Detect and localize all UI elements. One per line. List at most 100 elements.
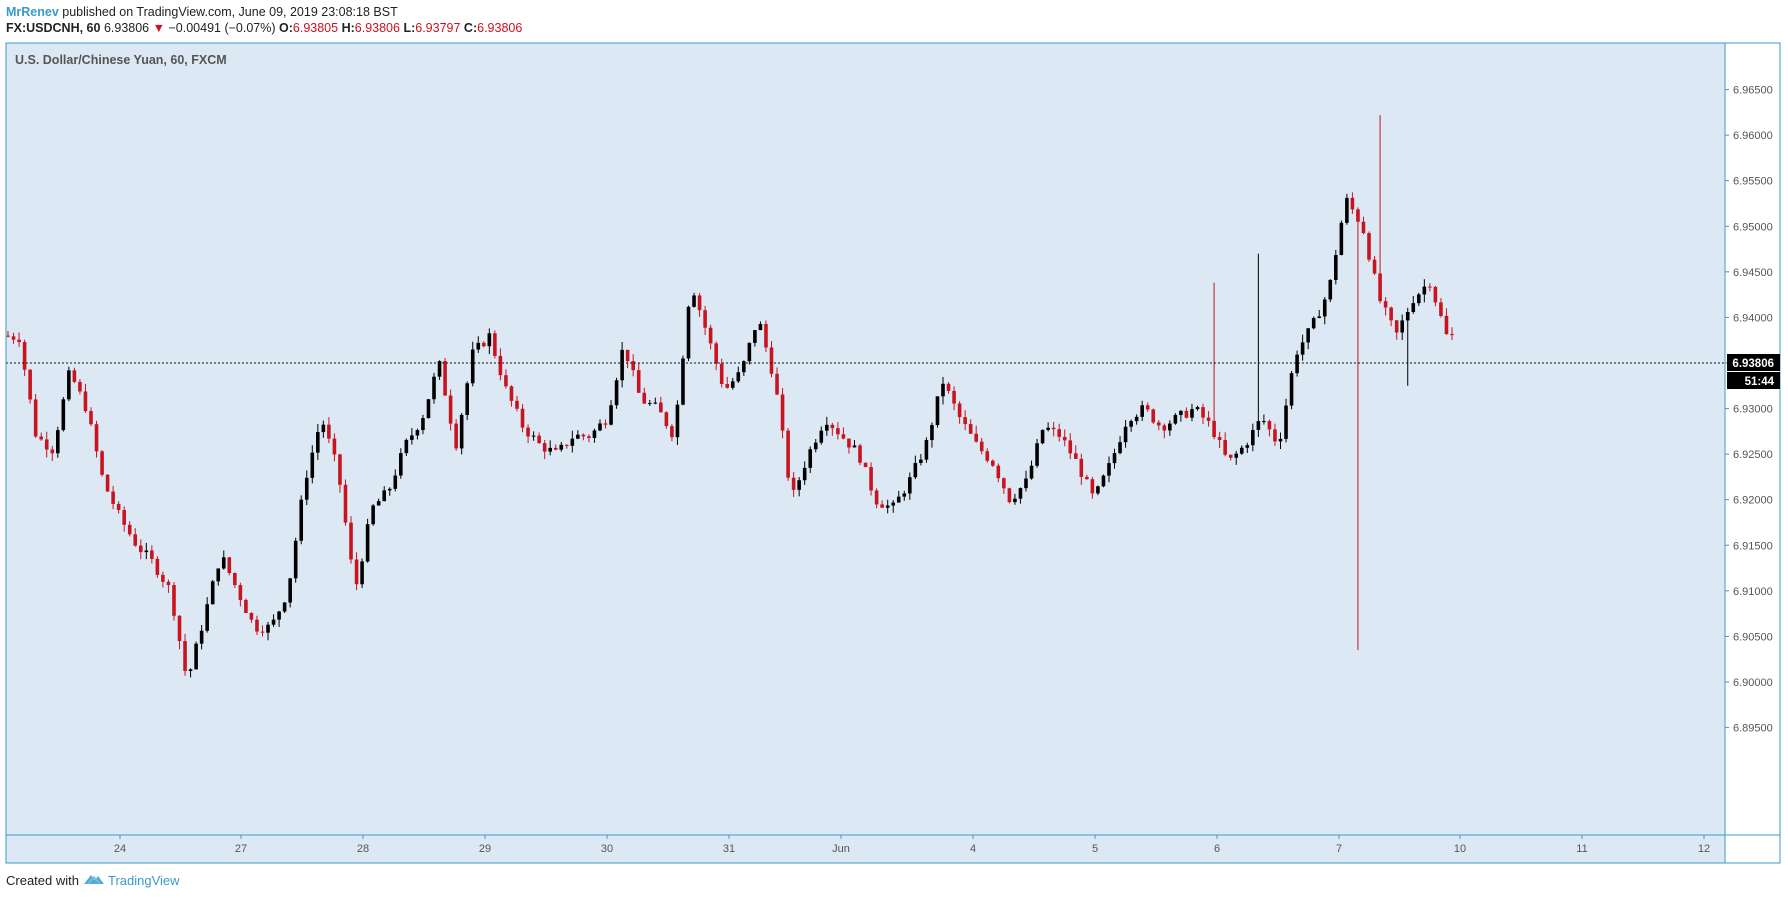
candle-body — [1278, 438, 1283, 442]
candle-body — [1168, 423, 1172, 431]
candle — [813, 439, 818, 453]
candle-body — [830, 424, 835, 429]
candle — [1394, 319, 1399, 340]
candle — [1239, 445, 1244, 455]
last-price-badge-text: 6.93806 — [1732, 358, 1774, 370]
candle-body — [1267, 421, 1272, 430]
candle — [504, 369, 508, 389]
candle-body — [1151, 409, 1156, 423]
candle-body — [1112, 453, 1117, 464]
candle — [111, 485, 115, 510]
candle — [952, 386, 956, 411]
candle-body — [266, 624, 270, 633]
candle-body — [1411, 303, 1416, 313]
candle-body — [681, 358, 685, 405]
candle — [725, 376, 730, 389]
candle — [316, 424, 320, 460]
candle — [509, 385, 514, 407]
candle — [1322, 297, 1327, 325]
candle — [1090, 476, 1095, 499]
candle — [249, 612, 254, 623]
candle-body — [432, 376, 436, 400]
candle-body — [609, 405, 613, 425]
candle — [564, 444, 569, 449]
candle — [1411, 295, 1416, 314]
candle-body — [304, 477, 309, 500]
candle — [1295, 350, 1299, 377]
close-label: C: — [463, 21, 478, 35]
candle-body — [802, 467, 807, 481]
candle — [293, 537, 298, 583]
candle-body — [122, 510, 126, 525]
candle — [238, 582, 243, 607]
candle-body — [6, 335, 10, 337]
candle-body — [825, 424, 829, 431]
candle — [332, 433, 337, 462]
candle — [1134, 414, 1139, 425]
candle-body — [1356, 209, 1360, 222]
candle — [327, 417, 331, 444]
candle — [415, 428, 420, 440]
candle-body — [620, 349, 624, 381]
candle-body — [769, 347, 774, 374]
candle-body — [476, 342, 481, 350]
candle — [985, 448, 990, 463]
candle — [880, 500, 884, 508]
candle-body — [133, 534, 138, 546]
candle — [1417, 292, 1421, 306]
candle — [697, 292, 702, 317]
candle-body — [1284, 405, 1288, 439]
candle-body — [221, 557, 226, 569]
last-price: 6.93806 — [103, 21, 150, 35]
candle-body — [703, 310, 707, 328]
candle-body — [111, 491, 115, 504]
candle — [1273, 423, 1277, 446]
high-label: H: — [341, 21, 355, 35]
candle-body — [183, 641, 187, 671]
candle-body — [1256, 421, 1261, 430]
candle — [1372, 256, 1377, 275]
candle-body — [974, 433, 978, 442]
candle-body — [327, 424, 331, 439]
candle — [144, 542, 149, 560]
tradingview-logo-icon — [83, 872, 105, 889]
candle — [244, 598, 248, 613]
candle-body — [686, 306, 691, 359]
candle-body — [78, 381, 82, 392]
candle — [841, 427, 846, 440]
candle — [941, 377, 945, 405]
candle-body — [636, 370, 641, 393]
candle — [747, 342, 752, 365]
tradingview-link[interactable]: TradingView — [107, 873, 180, 888]
author-link[interactable]: MrRenev — [6, 5, 59, 19]
candle — [1179, 410, 1183, 422]
candle-body — [410, 435, 414, 440]
candle-body — [338, 454, 342, 485]
candle-body — [885, 505, 890, 508]
candle-body — [1273, 429, 1277, 442]
time-axis[interactable]: 24 27 28 29 30 31 Jun 4 5 6 7 10 11 12 — [114, 835, 1710, 855]
candle — [830, 422, 835, 436]
candle — [659, 396, 663, 413]
candle — [1383, 297, 1388, 316]
candle-body — [244, 599, 248, 613]
candle — [443, 357, 447, 396]
candle — [266, 621, 270, 641]
candle — [1367, 231, 1371, 262]
candle — [559, 441, 564, 452]
price-axis[interactable]: 6.96500 6.96000 6.95500 6.95000 6.94500 6.940… — [1725, 85, 1773, 735]
candle-body — [277, 611, 281, 620]
candle — [930, 422, 934, 448]
candle — [188, 668, 193, 678]
candle — [1433, 285, 1438, 307]
candle-body — [11, 336, 16, 340]
candle — [852, 440, 857, 448]
candle-body — [708, 327, 713, 344]
candle-body — [631, 361, 635, 371]
candle — [349, 516, 353, 564]
candle — [653, 397, 658, 405]
candle — [482, 341, 486, 348]
candle — [1073, 445, 1078, 459]
candle — [1029, 460, 1034, 480]
